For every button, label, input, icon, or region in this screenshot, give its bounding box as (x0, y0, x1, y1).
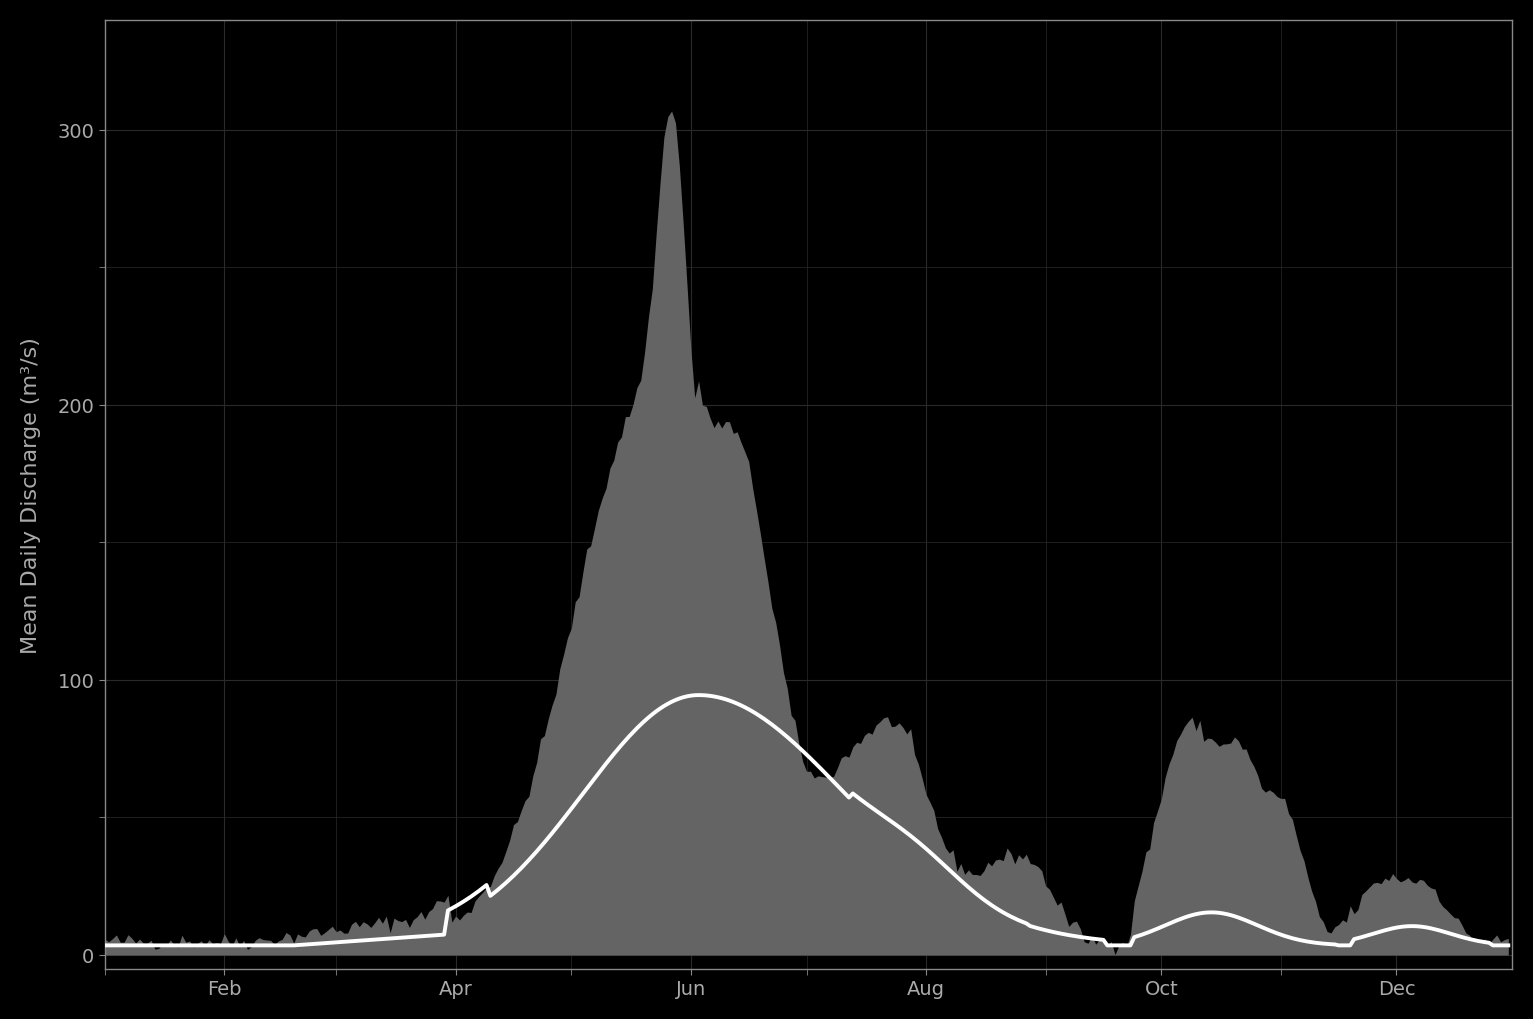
Y-axis label: Mean Daily Discharge (m³/s): Mean Daily Discharge (m³/s) (21, 336, 41, 653)
